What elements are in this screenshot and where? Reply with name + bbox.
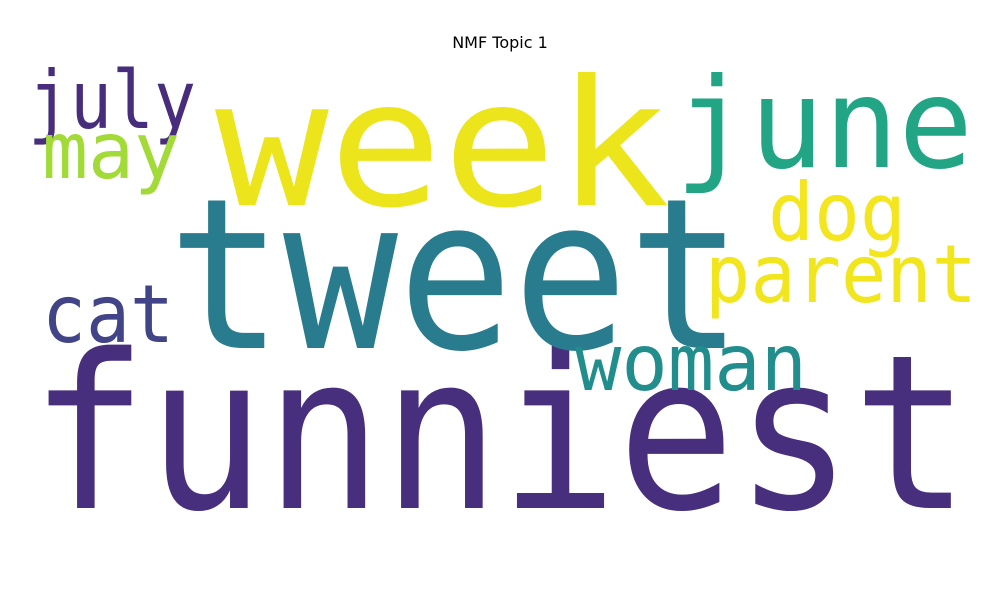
word-week: week xyxy=(215,44,670,247)
word-cat: cat xyxy=(42,268,174,361)
word-woman: woman xyxy=(575,319,807,409)
word-dog: dog xyxy=(768,166,906,259)
word-tweet: tweet xyxy=(168,153,743,398)
chart-title: NMF Topic 1 xyxy=(452,33,548,52)
word-june: june xyxy=(675,52,973,197)
word-may: may xyxy=(42,107,180,197)
word-funniest: funniest xyxy=(30,308,970,559)
word-july: july xyxy=(28,54,196,147)
word-parent: parent xyxy=(705,228,977,321)
